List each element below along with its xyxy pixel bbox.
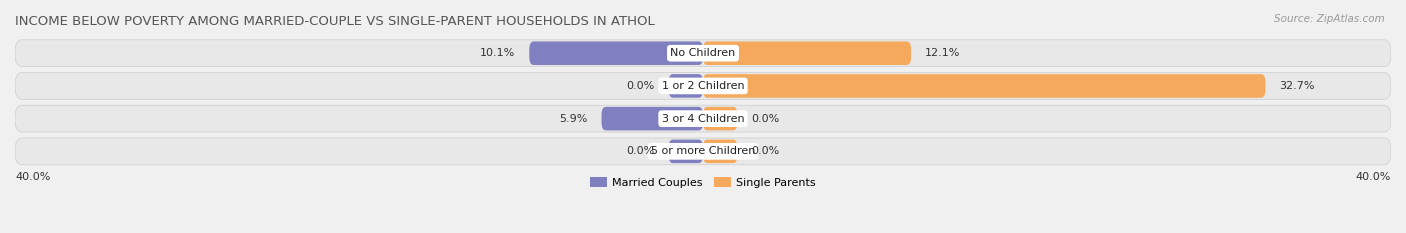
Text: 0.0%: 0.0% — [627, 146, 655, 156]
FancyBboxPatch shape — [669, 74, 703, 98]
Text: 0.0%: 0.0% — [751, 114, 779, 124]
FancyBboxPatch shape — [703, 74, 1265, 98]
FancyBboxPatch shape — [15, 40, 1391, 67]
FancyBboxPatch shape — [703, 140, 737, 163]
Text: 0.0%: 0.0% — [627, 81, 655, 91]
FancyBboxPatch shape — [703, 41, 911, 65]
FancyBboxPatch shape — [669, 140, 703, 163]
Text: 3 or 4 Children: 3 or 4 Children — [662, 114, 744, 124]
FancyBboxPatch shape — [15, 138, 1391, 165]
Text: 40.0%: 40.0% — [1355, 172, 1391, 182]
Text: No Children: No Children — [671, 48, 735, 58]
Text: 10.1%: 10.1% — [481, 48, 516, 58]
Legend: Married Couples, Single Parents: Married Couples, Single Parents — [586, 173, 820, 192]
FancyBboxPatch shape — [703, 107, 737, 130]
Text: 0.0%: 0.0% — [751, 146, 779, 156]
Text: INCOME BELOW POVERTY AMONG MARRIED-COUPLE VS SINGLE-PARENT HOUSEHOLDS IN ATHOL: INCOME BELOW POVERTY AMONG MARRIED-COUPL… — [15, 15, 655, 28]
Text: 5.9%: 5.9% — [560, 114, 588, 124]
Text: 1 or 2 Children: 1 or 2 Children — [662, 81, 744, 91]
Text: 32.7%: 32.7% — [1279, 81, 1315, 91]
FancyBboxPatch shape — [15, 105, 1391, 132]
Text: Source: ZipAtlas.com: Source: ZipAtlas.com — [1274, 14, 1385, 24]
Text: 5 or more Children: 5 or more Children — [651, 146, 755, 156]
Text: 12.1%: 12.1% — [925, 48, 960, 58]
Text: 40.0%: 40.0% — [15, 172, 51, 182]
FancyBboxPatch shape — [529, 41, 703, 65]
FancyBboxPatch shape — [602, 107, 703, 130]
FancyBboxPatch shape — [15, 72, 1391, 99]
